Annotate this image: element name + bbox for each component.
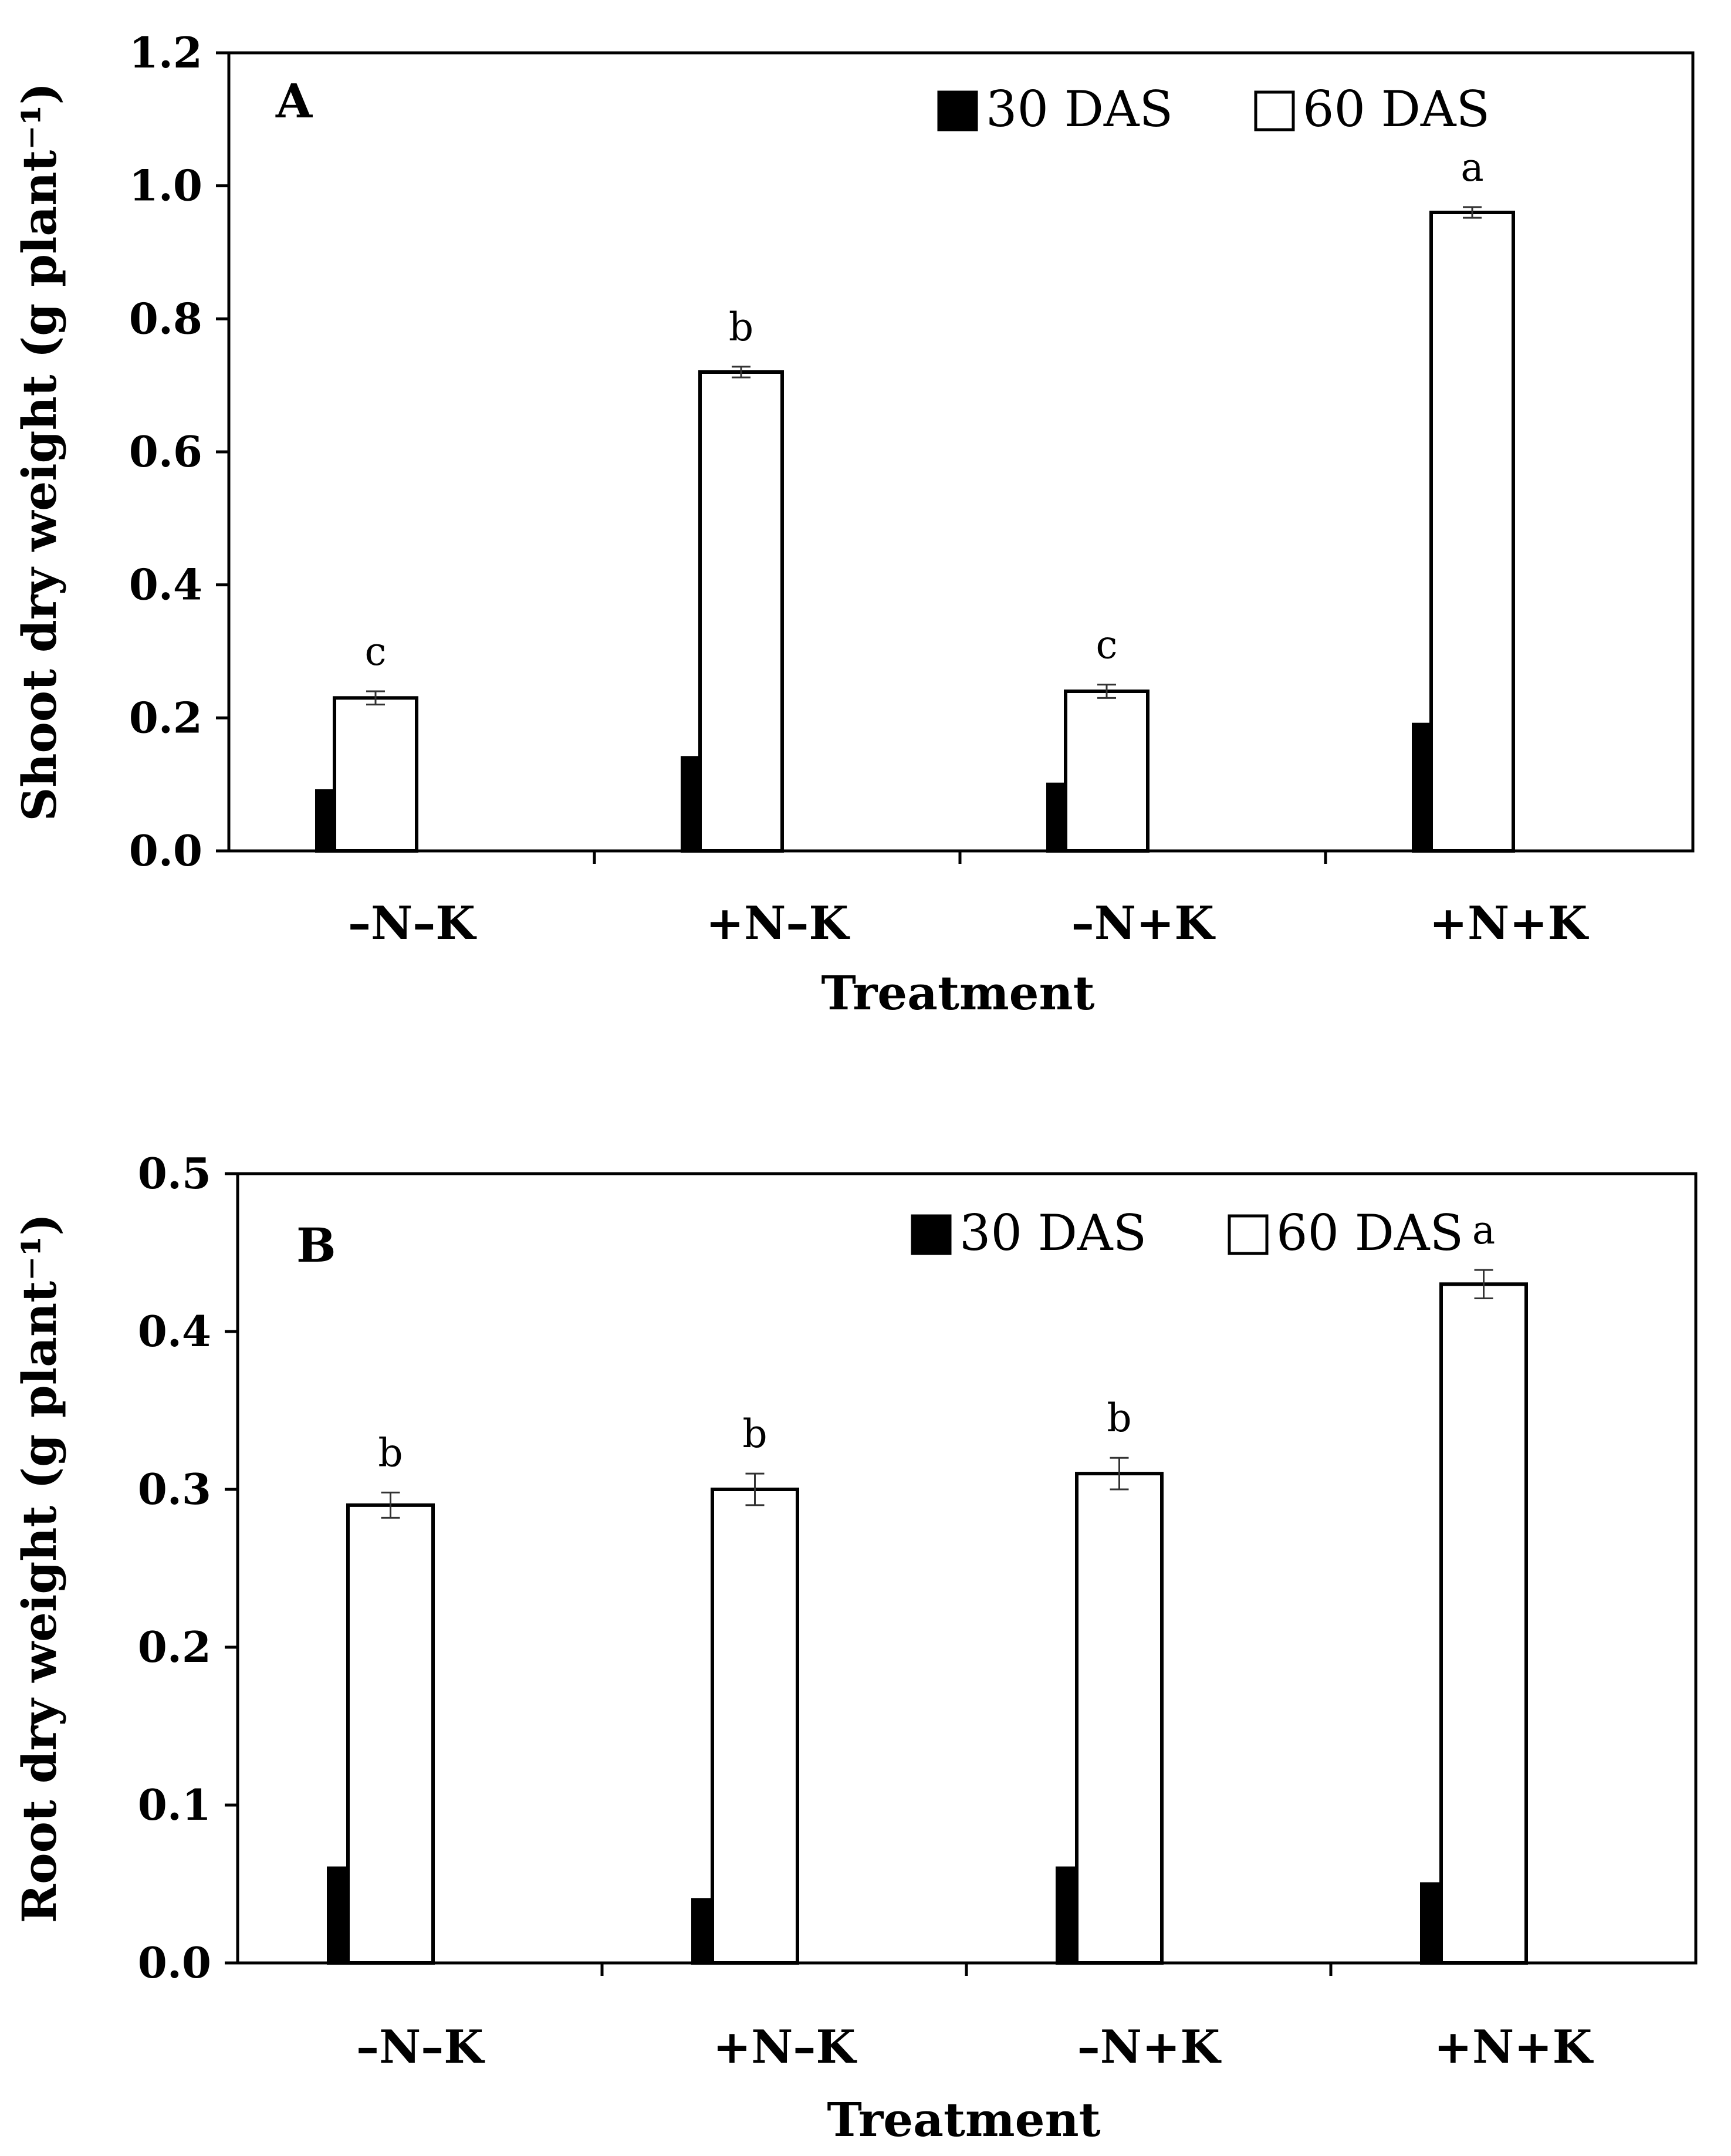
x-category-label: +N+K (1434, 2020, 1594, 2074)
y-tick-label: 0.4 (129, 560, 202, 610)
y-tick-label: 0.5 (138, 1148, 211, 1198)
y-axis-title: Root dry weight (g plant⁻¹) (12, 1214, 67, 1924)
panel-label: A (275, 73, 313, 129)
y-tick-label: 0.2 (129, 692, 202, 742)
significance-label: b (729, 305, 753, 350)
bar-60-das (1429, 211, 1515, 853)
bar-60-das (333, 696, 418, 853)
bar-60-das (698, 370, 784, 853)
y-tick-label: 0.6 (129, 427, 202, 477)
x-category-label: +N+K (1429, 897, 1590, 950)
y-tick-label: 1.2 (129, 28, 202, 77)
x-category-label: +N–K (706, 897, 851, 950)
legend-label: 60 DAS (1303, 80, 1490, 138)
significance-label: b (378, 1430, 403, 1475)
x-category-label: +N–K (713, 2020, 858, 2074)
panel-label: B (296, 1218, 336, 1273)
legend-swatch-60-das (1254, 90, 1295, 131)
y-tick-label: 0.8 (129, 293, 202, 343)
bar-60-das (346, 1503, 435, 1965)
x-category-label: –N–K (356, 2020, 485, 2074)
x-category-label: –N+K (1071, 897, 1216, 950)
legend-swatch-30-das (937, 90, 978, 131)
bar-60-das (1075, 1472, 1164, 1965)
y-tick-label: 0.0 (129, 826, 202, 876)
chart-panel-a: 0.00.20.40.60.81.01.2–N–Kcc+N–Kbb–N+Kcc+… (12, 28, 1695, 1020)
x-category-label: –N+K (1077, 2020, 1222, 2074)
significance-label: a (1460, 145, 1483, 190)
legend: 30 DAS 60 DAS (937, 80, 1490, 138)
chart-panel-b: 0.00.10.20.30.40.5–N–Kab+N–Kbb–N+Kab+N+K… (12, 1148, 1698, 2147)
y-axis-title: Shoot dry weight (g plant⁻¹) (12, 83, 67, 822)
significance-label: b (1107, 1395, 1131, 1441)
legend-label: 60 DAS (1276, 1204, 1463, 1262)
x-axis-title: Treatment (827, 2092, 1100, 2147)
legend-label: 30 DAS (959, 1204, 1147, 1262)
significance-label: a (1472, 1208, 1495, 1253)
y-tick-label: 1.0 (129, 161, 202, 211)
y-tick-label: 0.0 (138, 1938, 211, 1988)
legend-swatch-30-das (911, 1214, 952, 1255)
legend: 30 DAS 60 DAS (911, 1204, 1463, 1262)
significance-label: c (365, 629, 387, 674)
legend-swatch-60-das (1228, 1214, 1269, 1255)
y-tick-label: 0.4 (138, 1306, 211, 1356)
significance-label: c (1096, 623, 1118, 668)
bar-60-das (1064, 690, 1150, 853)
significance-label: b (742, 1411, 767, 1457)
x-axis-title: Treatment (821, 965, 1094, 1020)
bar-60-das (711, 1488, 799, 1965)
legend-label: 30 DAS (986, 80, 1173, 138)
x-category-label: –N–K (348, 897, 477, 950)
bar-60-das (1439, 1282, 1528, 1965)
y-tick-label: 0.3 (138, 1464, 211, 1514)
y-tick-label: 0.2 (138, 1622, 211, 1672)
y-tick-label: 0.1 (138, 1780, 211, 1830)
